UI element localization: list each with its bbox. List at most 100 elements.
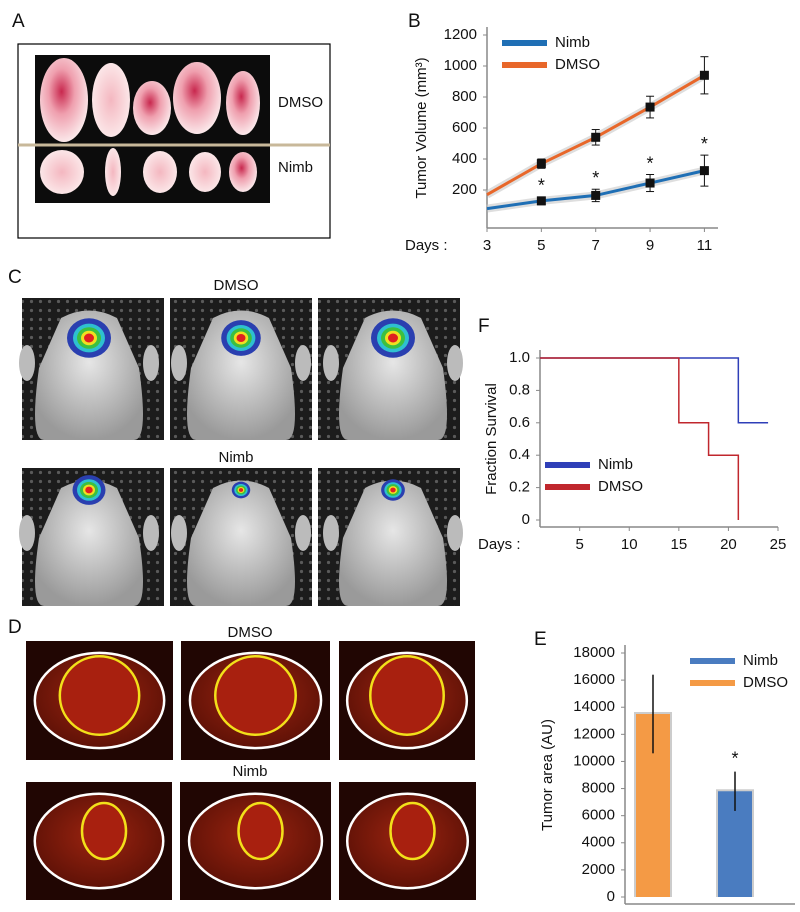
mouse-body: [339, 480, 447, 606]
x-tick-label: 9: [646, 237, 654, 254]
data-point: [699, 166, 709, 176]
legend-label: DMSO: [555, 56, 600, 73]
y-tick-label: 1.0: [509, 349, 530, 366]
panel-label: A: [12, 11, 25, 32]
significance-mark: *: [701, 134, 708, 154]
y-tick-label: 10000: [573, 752, 615, 769]
y-tick-label: 8000: [582, 780, 615, 797]
mouse-body: [187, 480, 295, 606]
x-tick-label: 15: [670, 536, 687, 553]
mouse-body: [339, 310, 447, 440]
mouse-body: [35, 310, 143, 440]
y-tick-label: 0: [607, 888, 615, 905]
group-label: Nimb: [218, 449, 253, 466]
y-axis-title: Tumor area (AU): [539, 719, 556, 831]
y-tick-label: 6000: [582, 807, 615, 824]
y-tick-label: 4000: [582, 834, 615, 851]
mouse-paw: [143, 345, 159, 381]
data-point: [699, 70, 709, 80]
data-point: [645, 178, 655, 188]
y-tick-label: 18000: [573, 644, 615, 661]
x-tick-label: 20: [720, 536, 737, 553]
x-tick-label: 11: [697, 237, 713, 254]
significance-mark: *: [538, 176, 545, 196]
mouse-paw: [19, 515, 35, 551]
legend-label: Nimb: [598, 456, 633, 473]
group-label: DMSO: [214, 277, 259, 294]
group-label: Nimb: [232, 763, 267, 780]
panel-label: D: [8, 617, 22, 638]
significance-mark: *: [592, 168, 599, 188]
series-line: [540, 357, 769, 424]
tumor-outline: [389, 801, 436, 861]
mouse-paw: [19, 345, 35, 381]
panel-label: E: [534, 629, 547, 650]
mouse-paw: [295, 345, 311, 381]
tumors: [40, 58, 260, 196]
y-tick-label: 2000: [582, 861, 615, 878]
signal-blob: [390, 487, 396, 493]
y-axis-title: Tumor Volume (mm³): [413, 57, 430, 198]
signal-blob: [388, 333, 398, 343]
y-tick-label: 800: [452, 88, 477, 105]
y-tick-label: 1000: [444, 57, 477, 74]
tumor-outline: [58, 654, 141, 737]
x-tick-label: 10: [621, 536, 638, 553]
x-tick-label: 5: [537, 237, 545, 254]
mouse-paw: [323, 515, 339, 551]
data-point: [536, 196, 546, 206]
y-tick-label: 0.4: [509, 446, 530, 463]
tissue-images: [26, 641, 476, 900]
x-tick-label: 5: [575, 536, 583, 553]
legend-label: DMSO: [598, 478, 643, 495]
y-tick-label: 600: [452, 119, 477, 136]
x-axis-title: Days :: [478, 536, 521, 553]
tumor-outline: [80, 801, 128, 861]
x-tick-label: 3: [483, 237, 491, 254]
x-tick-label: 7: [592, 237, 600, 254]
data-point: [645, 102, 655, 112]
significance-mark: *: [647, 153, 654, 173]
y-tick-label: 0.2: [509, 479, 530, 496]
tumor-outline: [369, 654, 445, 737]
mouse-body: [35, 480, 143, 606]
y-tick-label: 0.6: [509, 414, 530, 431]
panel-label: B: [408, 11, 421, 32]
y-tick-label: 16000: [573, 671, 615, 688]
y-tick-label: 14000: [573, 698, 615, 715]
group-label: Nimb: [278, 159, 313, 176]
data-point: [591, 190, 601, 200]
legend-label: Nimb: [555, 34, 590, 51]
data-point: [591, 132, 601, 142]
signal-blob: [238, 488, 244, 492]
group-label: DMSO: [278, 94, 323, 111]
y-tick-label: 12000: [573, 725, 615, 742]
signal-blob: [84, 333, 94, 343]
mouse-body: [187, 310, 295, 440]
tumor-outline: [237, 801, 284, 861]
x-tick-label: 25: [770, 536, 787, 553]
y-tick-label: 200: [452, 181, 477, 198]
mouse-images: [19, 298, 463, 606]
mouse-paw: [171, 515, 187, 551]
mouse-paw: [295, 515, 311, 551]
mouse-paw: [447, 345, 463, 381]
series-line: [540, 357, 740, 520]
legend-label: Nimb: [743, 652, 778, 669]
y-tick-label: 400: [452, 150, 477, 167]
group-label: DMSO: [228, 624, 273, 641]
data-point: [536, 159, 546, 169]
panel-label: C: [8, 267, 22, 288]
mouse-paw: [447, 515, 463, 551]
y-tick-label: 0.8: [509, 381, 530, 398]
x-axis-title: Days :: [405, 237, 448, 254]
significance-mark: *: [731, 748, 738, 768]
mouse-paw: [171, 345, 187, 381]
mouse-paw: [143, 515, 159, 551]
panel-label: F: [478, 316, 490, 337]
y-tick-label: 0: [522, 511, 530, 528]
y-tick-label: 1200: [444, 26, 477, 43]
signal-blob: [85, 486, 93, 494]
panel-frame: [17, 43, 331, 239]
